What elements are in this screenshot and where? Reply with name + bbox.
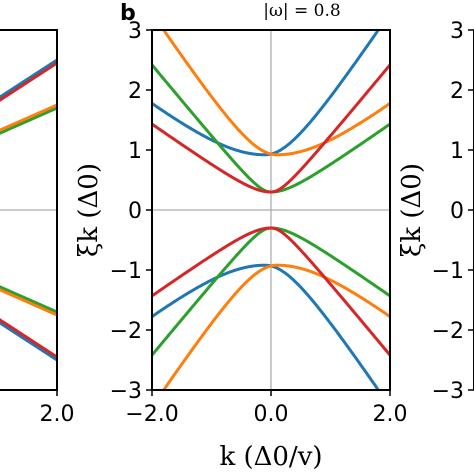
panel-c-y-tick-label: −2: [432, 319, 464, 344]
panel-a-curve-6: [0, 285, 57, 314]
panel-a-curve-2: [0, 106, 57, 135]
panel-a-curve-0: [0, 58, 57, 99]
x-tick-label: 2.0: [373, 402, 408, 427]
panel-c-y-axis-title: ξk (Δ0): [397, 163, 427, 257]
y-tick-label: 1: [128, 139, 142, 164]
panel-c-y-tick-label: 3: [450, 19, 464, 44]
band-curve-upper-1: [161, 30, 390, 157]
x-tick-label: 0.0: [254, 402, 289, 427]
x-tick-label: −2.0: [125, 402, 178, 427]
panel-b: −3 −2 −1 0 1 2 3 −2.0 0.0 2.0 b |ω| = 0.8 ξk (Δ0…: [74, 1, 408, 472]
panel-c-partial: −3 −2 −1 0 1 2 3 ξk (Δ0): [397, 19, 474, 404]
panel-letter-b: b: [120, 1, 136, 26]
panel-a-curve-3: [0, 103, 57, 132]
omega-annotation: |ω| = 0.8: [263, 1, 340, 21]
panel-a-curve-4: [0, 321, 57, 362]
band-curve-lower-5: [161, 263, 390, 390]
y-tick-label: 0: [128, 199, 142, 224]
y-tick-label: −3: [110, 379, 142, 404]
y-axis-title: ξk (Δ0): [74, 163, 104, 257]
panel-a-curve-5: [0, 318, 57, 359]
panel-c-y-tick-label: −3: [432, 379, 464, 404]
panel-a-x-tick-label: 2.0: [40, 402, 75, 427]
band-curve-lower-7: [152, 226, 390, 357]
panel-a-partial: 2.0: [0, 29, 75, 427]
panel-c-y-tick-label: 0: [450, 199, 464, 224]
panel-c-y-tick-label: 1: [450, 139, 464, 164]
panel-a-frame: [0, 29, 58, 391]
band-curve-upper-3: [152, 63, 390, 194]
panel-c-y-tick-label: −1: [432, 259, 464, 284]
y-tick-label: 3: [128, 19, 142, 44]
panel-a-curve-1: [0, 61, 57, 102]
y-tick-label: −1: [110, 259, 142, 284]
panel-a-curve-7: [0, 288, 57, 317]
y-tick-label: 2: [128, 79, 142, 104]
y-tick-label: −2: [110, 319, 142, 344]
panel-c-y-tick-label: 2: [450, 79, 464, 104]
x-axis-title: k (Δ0/v): [219, 442, 322, 472]
